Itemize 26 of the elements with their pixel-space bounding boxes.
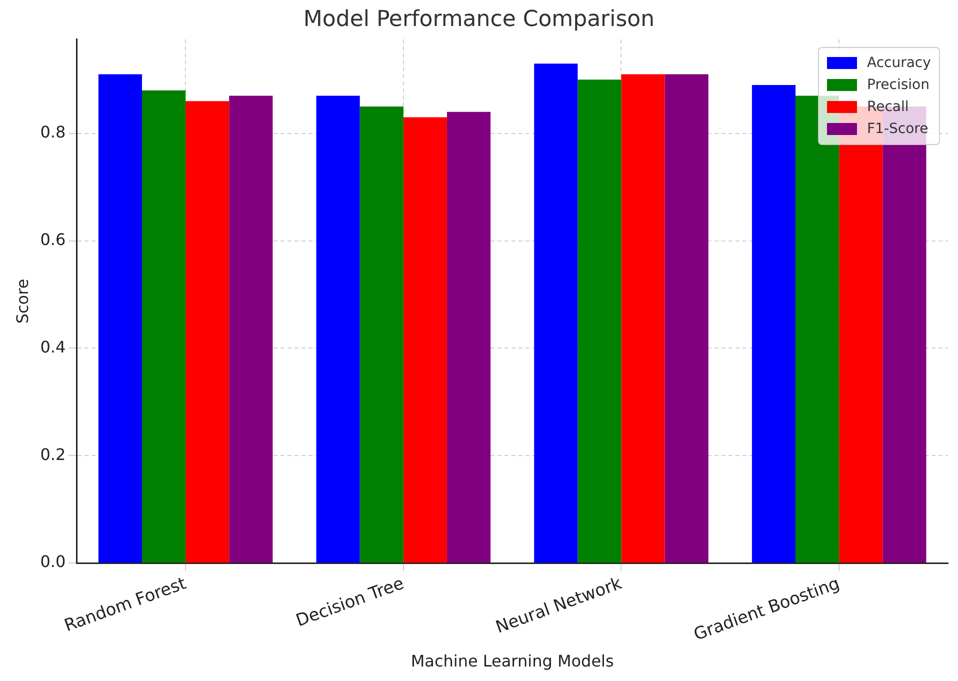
- bar: [186, 101, 230, 563]
- x-axis-title: Machine Learning Models: [410, 652, 614, 671]
- chart-title: Model Performance Comparison: [303, 6, 655, 32]
- bar: [316, 96, 360, 563]
- y-tick-label: 0.4: [40, 337, 66, 356]
- bar: [621, 74, 665, 563]
- bar: [534, 64, 578, 563]
- y-tick-label: 0.0: [40, 552, 66, 572]
- legend-label: Precision: [867, 76, 930, 96]
- legend-label: F1-Score: [867, 120, 928, 140]
- y-tick-label: 0.8: [40, 122, 66, 142]
- bar: [446, 112, 491, 563]
- legend-label: Recall: [867, 98, 909, 118]
- y-tick-label: 0.2: [40, 444, 66, 464]
- y-tick-label: 0.6: [40, 230, 66, 249]
- bar: [229, 96, 273, 563]
- bar: [796, 96, 840, 563]
- bar: [578, 80, 622, 563]
- bar: [752, 85, 796, 563]
- bar: [98, 74, 142, 563]
- legend-label: Accuracy: [867, 54, 931, 74]
- bar: [142, 90, 186, 563]
- bar: [360, 106, 404, 563]
- bar: [403, 117, 447, 563]
- y-axis-title: Score: [12, 278, 32, 324]
- bar: [664, 74, 708, 563]
